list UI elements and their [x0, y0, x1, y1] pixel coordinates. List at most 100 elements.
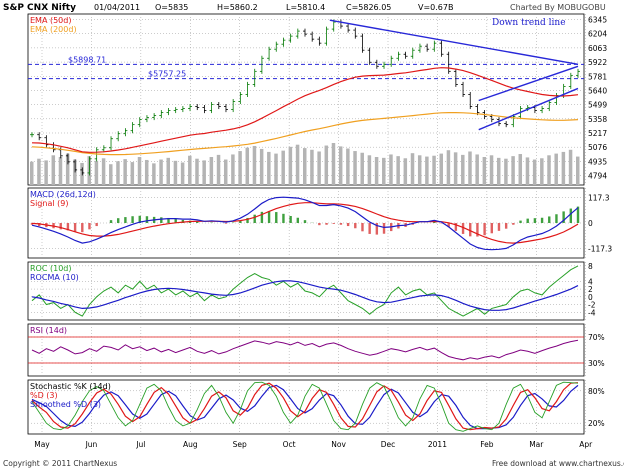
y-tick-label-roc-1: 4	[588, 277, 593, 286]
macd-hist-bar	[346, 223, 350, 227]
volume-bar	[389, 154, 393, 185]
macd-hist-bar	[167, 217, 170, 223]
macd-hist-bar	[181, 219, 185, 223]
y-tick-label-price-11: 4794	[588, 172, 607, 181]
y-tick-label-price-4: 5781	[588, 72, 607, 81]
volume-bar	[274, 153, 278, 185]
y-tick-label-price-6: 5499	[588, 101, 607, 110]
stoch-smoothed-d-line	[31, 384, 579, 430]
macd-hist-bar	[562, 211, 565, 223]
volume-bar	[461, 154, 465, 185]
header-high: H=5860.2	[217, 3, 258, 12]
header-close: C=5826.05	[346, 3, 391, 12]
volume-bar	[231, 154, 235, 185]
volume-bar	[295, 144, 300, 185]
volume-bar	[432, 155, 436, 185]
x-tick-label-7: Dec	[381, 440, 396, 449]
volume-bar	[396, 156, 400, 185]
macd-hist-bar	[433, 221, 436, 223]
volume-bar	[374, 157, 379, 185]
volume-bar	[303, 148, 307, 185]
macd-hist-bar	[81, 223, 84, 233]
macd-hist-bar	[296, 217, 300, 223]
y-tick-label-price-8: 5217	[588, 129, 607, 138]
legend-price-0: EMA (50d)	[30, 16, 71, 25]
header-open: O=5835	[155, 3, 188, 12]
macd-hist-bar	[318, 223, 321, 226]
volume-bar	[511, 156, 515, 185]
macd-hist-bar	[332, 223, 335, 224]
volume-bar	[338, 146, 343, 185]
legend-roc-0: ROC (10d)	[30, 264, 71, 273]
h-line-label-0: $5898.71	[68, 55, 106, 64]
volume-bar	[288, 146, 293, 185]
volume-bar	[346, 148, 350, 185]
volume-bar	[94, 160, 99, 185]
volume-bar	[576, 156, 580, 185]
y-tick-label-roc-4: -2	[588, 301, 596, 310]
macd-hist-bar	[483, 223, 486, 236]
volume-bar	[202, 160, 206, 185]
macd-hist-bar	[282, 213, 285, 223]
panel-frame-stochastic	[27, 379, 585, 435]
ema50-line	[31, 67, 579, 153]
macd-hist-bar	[569, 208, 573, 223]
volume-bar	[439, 153, 443, 185]
volume-bar	[453, 152, 458, 185]
y-tick-label-price-0: 6345	[588, 16, 607, 25]
volume-bar	[173, 160, 178, 185]
rocma-line	[31, 280, 579, 311]
trend-annotation: Down trend line	[492, 18, 566, 28]
volume-bar	[317, 151, 321, 185]
macd-hist-bar	[504, 223, 508, 229]
trend-line-1	[478, 65, 579, 102]
volume-bar	[367, 155, 372, 185]
volume-bar	[116, 161, 120, 185]
header-volume: V=0.67B	[418, 3, 453, 12]
rsi-line	[31, 339, 579, 361]
legend-macd-1: Signal (9)	[30, 199, 68, 208]
y-tick-label-rsi-0: 70%	[588, 333, 605, 342]
volume-bar	[123, 159, 127, 185]
macd-hist-bar	[354, 223, 357, 229]
volume-bar	[353, 151, 357, 185]
legend-price-1: EMA (200d)	[30, 25, 77, 34]
macd-hist-bar	[469, 223, 472, 237]
x-tick-label-2: Jul	[135, 440, 145, 449]
macd-hist-bar	[145, 216, 149, 223]
x-tick-label-6: Nov	[331, 440, 346, 449]
volume-bar	[252, 145, 257, 185]
x-tick-label-5: Oct	[283, 440, 296, 449]
macd-hist-bar	[275, 212, 278, 223]
volume-bar	[554, 153, 558, 185]
volume-bar	[65, 153, 70, 185]
legend-macd-0: MACD (26d,12d)	[30, 190, 96, 199]
volume-bar	[561, 151, 566, 185]
volume-bar	[547, 155, 551, 185]
x-tick-label-11: Apr	[579, 440, 593, 449]
macd-hist-bar	[497, 223, 501, 231]
volume-bar	[101, 158, 106, 185]
macd-line	[31, 196, 579, 251]
macd-hist-bar	[66, 223, 70, 231]
macd-hist-bar	[303, 220, 307, 223]
x-tick-label-3: Aug	[183, 440, 198, 449]
y-tick-label-stochastic-1: 20%	[588, 419, 605, 428]
volume-bar	[518, 154, 523, 185]
macd-hist-bar	[59, 223, 62, 230]
macd-hist-bar	[325, 223, 328, 225]
macd-hist-bar	[447, 223, 450, 228]
roc-line	[31, 265, 579, 317]
macd-hist-bar	[375, 223, 379, 235]
y-tick-label-price-10: 4935	[588, 157, 607, 166]
y-tick-label-roc-2: 2	[588, 285, 593, 294]
y-tick-label-rsi-1: 30%	[588, 359, 605, 368]
legend-rsi-0: RSI (14d)	[30, 326, 67, 335]
volume-bar	[130, 162, 135, 185]
macd-hist-bar	[540, 217, 544, 223]
volume-bar	[446, 150, 451, 185]
legend-stochastic-1: %D (3)	[30, 391, 58, 400]
header-date: 01/04/2011	[94, 3, 140, 12]
y-tick-label-stochastic-0: 80%	[588, 387, 605, 396]
